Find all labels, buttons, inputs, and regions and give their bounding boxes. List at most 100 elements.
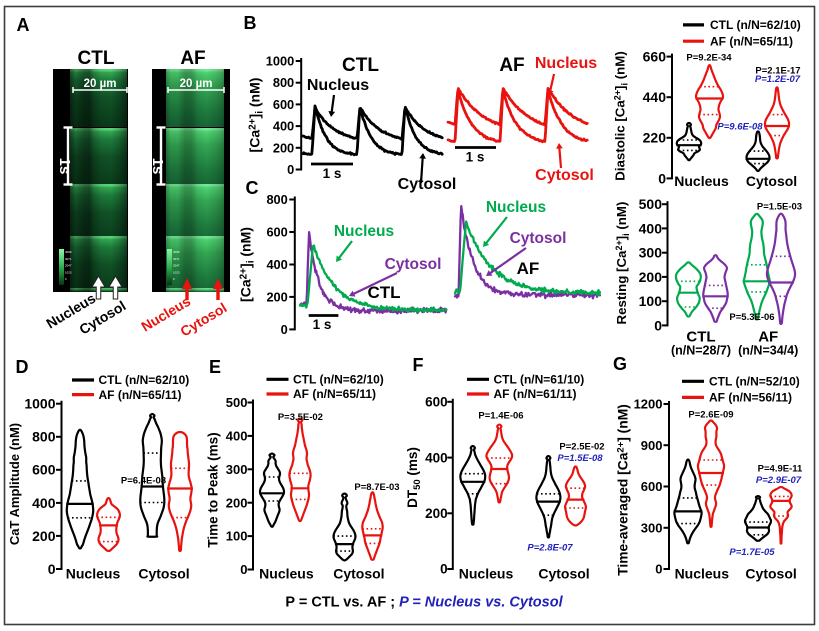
svg-text:(n/N=28/7): (n/N=28/7) — [671, 343, 731, 357]
svg-text:P=4.9E-11: P=4.9E-11 — [758, 464, 803, 475]
svg-text:300: 300 — [639, 245, 663, 261]
svg-text:AF (n/N=61/11): AF (n/N=61/11) — [494, 387, 577, 401]
svg-text:800: 800 — [266, 192, 287, 207]
svg-text:AF: AF — [180, 48, 205, 69]
svg-text:Time-averaged [Ca2+] (nM): Time-averaged [Ca2+] (nM) — [615, 404, 630, 576]
svg-text:Cytosol: Cytosol — [745, 566, 796, 582]
svg-text:200: 200 — [266, 289, 287, 304]
svg-text:4096: 4096 — [173, 250, 180, 254]
svg-text:P=2.9E-07: P=2.9E-07 — [756, 475, 802, 486]
svg-text:Cytosol: Cytosol — [510, 230, 567, 247]
svg-text:AF: AF — [758, 328, 778, 345]
svg-text:Cytosol: Cytosol — [385, 256, 442, 273]
svg-text:400: 400 — [639, 220, 663, 236]
svg-text:500: 500 — [226, 395, 248, 410]
svg-text:1s: 1s — [149, 158, 166, 175]
svg-text:3071: 3071 — [65, 257, 72, 261]
svg-text:Resting [Ca2+]i (nM): Resting [Ca2+]i (nM) — [614, 202, 631, 325]
svg-text:Nucleus: Nucleus — [674, 173, 729, 189]
svg-text:20 µm: 20 µm — [180, 78, 213, 90]
svg-text:P=9.2E-34: P=9.2E-34 — [686, 53, 732, 64]
svg-text:Nucleus: Nucleus — [307, 77, 369, 94]
svg-text:G: G — [613, 354, 627, 374]
svg-text:400: 400 — [226, 428, 248, 443]
svg-text:0: 0 — [48, 561, 56, 577]
svg-text:CTL: CTL — [686, 328, 715, 345]
svg-text:(n/N=34/4): (n/N=34/4) — [738, 343, 798, 357]
svg-text:0: 0 — [440, 562, 448, 577]
svg-text:0: 0 — [240, 562, 247, 577]
svg-text:2047: 2047 — [65, 264, 72, 268]
svg-text:600: 600 — [32, 462, 56, 478]
svg-text:1 s: 1 s — [313, 317, 332, 332]
svg-text:P=1.5E-03: P=1.5E-03 — [757, 202, 802, 213]
svg-text:660: 660 — [643, 49, 667, 65]
svg-text:0: 0 — [654, 317, 662, 333]
svg-text:400: 400 — [425, 450, 448, 465]
svg-text:900: 900 — [641, 438, 663, 453]
svg-text:P=1.4E-06: P=1.4E-06 — [478, 411, 523, 422]
svg-text:400: 400 — [32, 495, 56, 511]
svg-text:300: 300 — [641, 520, 663, 535]
svg-text:Cytosol: Cytosol — [535, 167, 594, 184]
svg-text:P=2.6E-09: P=2.6E-09 — [688, 410, 733, 421]
svg-text:Nucleus: Nucleus — [486, 199, 546, 216]
svg-text:400: 400 — [273, 119, 294, 134]
svg-text:Nucleus: Nucleus — [259, 566, 314, 582]
svg-text:1 s: 1 s — [323, 166, 342, 181]
svg-text:4096: 4096 — [65, 250, 72, 254]
svg-text:CTL (n/N=52/10): CTL (n/N=52/10) — [709, 375, 800, 389]
svg-text:800: 800 — [273, 75, 294, 90]
svg-text:0: 0 — [658, 170, 666, 186]
svg-text:600: 600 — [266, 224, 287, 239]
svg-text:P=2.8E-07: P=2.8E-07 — [527, 543, 573, 554]
svg-text:P=9.6E-08: P=9.6E-08 — [717, 122, 763, 133]
svg-text:Nucleus: Nucleus — [675, 566, 730, 582]
svg-text:200: 200 — [639, 269, 663, 285]
svg-text:AF: AF — [517, 259, 540, 278]
svg-text:Cytosol: Cytosol — [538, 566, 589, 582]
svg-text:500: 500 — [639, 196, 663, 212]
svg-text:P=6.4E-08: P=6.4E-08 — [121, 476, 166, 487]
svg-text:Cytosol: Cytosol — [138, 566, 189, 582]
svg-text:P=8.7E-03: P=8.7E-03 — [354, 482, 399, 493]
svg-text:CTL (n/N=62/10): CTL (n/N=62/10) — [293, 373, 384, 387]
svg-text:600: 600 — [273, 97, 294, 112]
svg-text:1000: 1000 — [266, 53, 294, 68]
svg-text:A: A — [17, 15, 30, 35]
svg-text:P=1.7E-05: P=1.7E-05 — [729, 547, 775, 558]
svg-text:600: 600 — [641, 479, 663, 494]
svg-text:AF (n/N=56/11): AF (n/N=56/11) — [709, 391, 792, 405]
svg-text:CTL (n/N=62/10): CTL (n/N=62/10) — [99, 373, 190, 387]
svg-text:Cytosol: Cytosol — [333, 566, 384, 582]
svg-text:CTL: CTL — [367, 283, 400, 302]
svg-text:200: 200 — [32, 528, 56, 544]
svg-text:[Ca2+]i (nM): [Ca2+]i (nM) — [247, 78, 266, 153]
svg-text:Time to Peak (ms): Time to Peak (ms) — [206, 432, 221, 547]
svg-text:P=1.2E-07: P=1.2E-07 — [755, 74, 801, 85]
svg-text:CTL: CTL — [78, 48, 115, 69]
svg-text:CTL (n/N=61/10): CTL (n/N=61/10) — [494, 373, 585, 387]
svg-text:600: 600 — [425, 395, 448, 410]
svg-text:Cytosol: Cytosol — [746, 173, 797, 189]
svg-text:220: 220 — [643, 130, 667, 146]
svg-text:440: 440 — [643, 89, 667, 105]
svg-text:C: C — [246, 178, 259, 198]
svg-text:AF (n/N=65/11): AF (n/N=65/11) — [293, 387, 376, 401]
svg-text:B: B — [244, 13, 257, 33]
svg-text:P=2.5E-02: P=2.5E-02 — [559, 442, 604, 453]
svg-text:1s: 1s — [56, 158, 73, 175]
svg-text:CTL: CTL — [342, 55, 379, 76]
svg-text:Cytosol: Cytosol — [398, 176, 457, 193]
svg-text:400: 400 — [266, 257, 287, 272]
svg-text:1 s: 1 s — [466, 150, 485, 165]
svg-text:CaT Amplitude (nM): CaT Amplitude (nM) — [7, 423, 22, 545]
svg-text:0: 0 — [281, 322, 288, 337]
svg-text:200: 200 — [273, 140, 294, 155]
svg-text:P=3.5E-02: P=3.5E-02 — [278, 412, 323, 423]
svg-text:P=5.3E-06: P=5.3E-06 — [729, 312, 774, 323]
svg-text:200: 200 — [425, 506, 448, 521]
svg-text:F: F — [413, 355, 424, 375]
svg-text:1023: 1023 — [173, 270, 180, 274]
svg-text:P=2.1E-17: P=2.1E-17 — [755, 66, 800, 77]
